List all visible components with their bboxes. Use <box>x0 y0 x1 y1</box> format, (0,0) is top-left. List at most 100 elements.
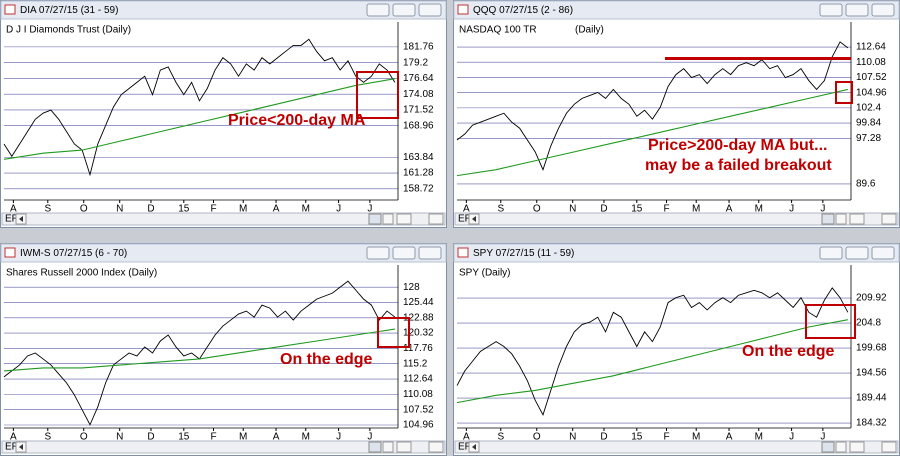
annotation: On the edge <box>280 351 373 368</box>
y-tick-label: 158.72 <box>403 183 434 194</box>
x-tick-label: F <box>210 204 216 215</box>
scroll-thumb[interactable] <box>821 213 835 225</box>
chart-subtitle: SPY (Daily) <box>459 268 511 279</box>
x-tick-label: A <box>273 432 280 443</box>
scroll-left-arrow <box>19 216 23 222</box>
close-button[interactable] <box>871 3 895 17</box>
scroll-right-button[interactable] <box>382 441 394 453</box>
scroll-label: ER <box>458 442 472 453</box>
scroll-thumb[interactable] <box>368 441 382 453</box>
y-tick-label: 107.52 <box>403 404 434 415</box>
scroll-right-button[interactable] <box>382 213 394 225</box>
scroll-right-button[interactable] <box>835 441 847 453</box>
chart-window: SPY 07/27/15 (11 - 59) SPY (Daily) 209.92 2… <box>453 243 900 456</box>
y-tick-label: 189.44 <box>856 393 887 404</box>
window-title: DIA 07/27/15 (31 - 59) <box>20 5 118 16</box>
x-tick-label: S <box>44 432 51 443</box>
chart-subtitle: Shares Russell 2000 Index (Daily) <box>6 268 157 279</box>
x-tick-label: O <box>80 432 88 443</box>
close-button[interactable] <box>418 3 442 17</box>
price-line <box>456 41 849 171</box>
annotation: may be a failed breakout <box>645 157 832 174</box>
x-tick-label: A <box>10 204 17 215</box>
x-tick-label: M <box>755 432 763 443</box>
menu-button[interactable] <box>881 441 897 453</box>
zoom-button[interactable] <box>396 441 412 453</box>
x-tick-label: J <box>820 204 825 215</box>
highlight-box <box>835 81 853 104</box>
scroll-thumb[interactable] <box>821 441 835 453</box>
x-tick-label: J <box>789 204 794 215</box>
y-tick-label: 204.8 <box>856 318 881 329</box>
maximize-button[interactable] <box>392 246 416 260</box>
y-tick-label: 181.76 <box>403 42 434 53</box>
chart-subtitle-extra: (Daily) <box>575 25 604 36</box>
scroll-label: ER <box>5 214 19 225</box>
window-icon <box>4 4 16 15</box>
x-tick-label: A <box>10 432 17 443</box>
y-tick-label: 122.88 <box>403 312 434 323</box>
annotation: Price<200-day MA <box>228 112 366 129</box>
x-tick-label: N <box>569 432 576 443</box>
x-tick-label: J <box>336 432 341 443</box>
close-button[interactable] <box>418 246 442 260</box>
minimize-button[interactable] <box>366 3 390 17</box>
y-tick-label: 120.32 <box>403 328 434 339</box>
minimize-button[interactable] <box>819 246 843 260</box>
close-button[interactable] <box>871 246 895 260</box>
zoom-button[interactable] <box>849 213 865 225</box>
title-bar <box>0 0 447 20</box>
minimize-button[interactable] <box>366 246 390 260</box>
y-tick-label: 89.6 <box>856 179 876 190</box>
scroll-right-button[interactable] <box>835 213 847 225</box>
window-icon <box>457 4 469 15</box>
title-bar <box>453 0 900 20</box>
y-tick-label: 99.84 <box>856 118 881 129</box>
x-tick-label: N <box>116 432 123 443</box>
x-tick-label: S <box>497 204 504 215</box>
x-tick-label: O <box>533 432 541 443</box>
scroll-left-arrow <box>472 216 476 222</box>
maximize-button[interactable] <box>392 3 416 17</box>
moving-average-line <box>3 78 395 160</box>
title-bar <box>0 243 447 263</box>
x-tick-label: D <box>600 204 607 215</box>
zoom-button[interactable] <box>396 213 412 225</box>
x-tick-label: M <box>302 204 310 215</box>
price-line <box>3 38 396 177</box>
chart-subtitle: NASDAQ 100 TR <box>459 25 537 36</box>
scrollbar-track <box>454 440 899 454</box>
x-tick-label: J <box>789 432 794 443</box>
x-tick-label: A <box>726 204 733 215</box>
moving-average-line <box>3 328 395 372</box>
highlight-box <box>805 304 856 339</box>
y-tick-label: 102.4 <box>856 103 881 114</box>
moving-average-line <box>456 319 848 404</box>
x-tick-label: F <box>210 432 216 443</box>
maximize-button[interactable] <box>845 3 869 17</box>
maximize-button[interactable] <box>845 246 869 260</box>
scroll-left-arrow <box>19 444 23 450</box>
scroll-thumb[interactable] <box>368 213 382 225</box>
x-tick-label: M <box>239 432 247 443</box>
zoom-button[interactable] <box>849 441 865 453</box>
x-tick-label: F <box>663 204 669 215</box>
menu-button[interactable] <box>428 213 444 225</box>
scrollbar-track <box>454 212 899 226</box>
y-tick-label: 97.28 <box>856 133 881 144</box>
x-tick-label: S <box>497 432 504 443</box>
y-tick-label: 176.64 <box>403 73 434 84</box>
menu-button[interactable] <box>881 213 897 225</box>
scrollbar-track <box>1 212 446 226</box>
x-tick-label: A <box>463 432 470 443</box>
menu-button[interactable] <box>428 441 444 453</box>
x-tick-label: J <box>820 432 825 443</box>
annotation: On the edge <box>742 343 835 360</box>
minimize-button[interactable] <box>819 3 843 17</box>
window-title: SPY 07/27/15 (11 - 59) <box>473 248 574 259</box>
y-tick-label: 104.96 <box>403 420 434 431</box>
chart-window: QQQ 07/27/15 (2 - 86) NASDAQ 100 TR (Daily… <box>453 0 900 228</box>
x-tick-label: A <box>273 204 280 215</box>
y-tick-label: 179.2 <box>403 57 428 68</box>
